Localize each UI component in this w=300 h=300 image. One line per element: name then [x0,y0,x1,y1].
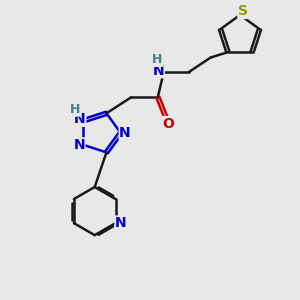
Text: S: S [238,4,248,18]
Text: N: N [119,126,131,140]
Text: N: N [74,112,86,126]
Text: H: H [70,103,80,116]
Text: N: N [115,216,127,230]
Text: N: N [73,138,85,152]
Text: H: H [152,53,162,66]
Text: N: N [153,64,164,78]
Text: O: O [162,117,174,130]
